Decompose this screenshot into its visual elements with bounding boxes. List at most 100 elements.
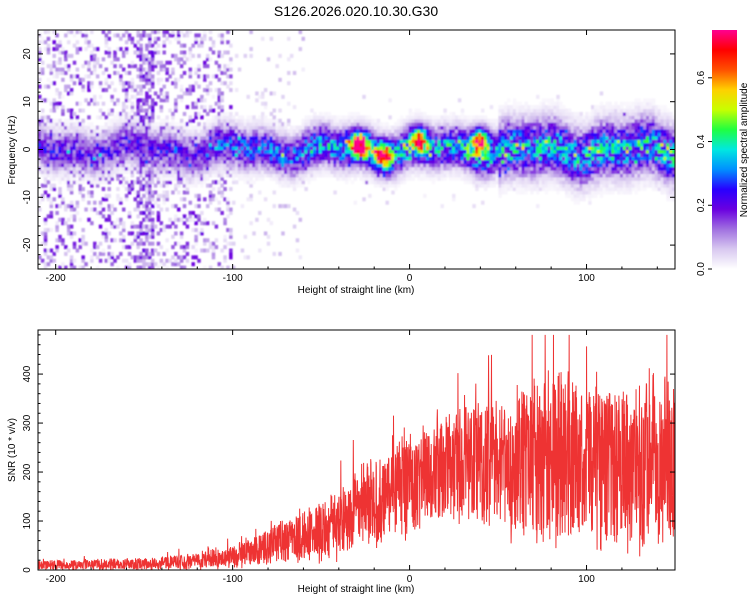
spectrogram-cell [40,132,45,137]
spectrogram-cell [119,231,123,236]
spectrogram-cell [266,241,271,246]
spectrogram-cell [463,180,468,185]
spectrogram-cell [356,149,360,154]
spectrogram-cell [570,132,575,137]
spectrogram-cell [197,125,201,130]
spectrogram-cell [353,156,358,161]
spectrogram-cell [229,169,233,174]
spectrogram-cell [437,176,442,181]
spectrogram-cell [104,146,109,151]
spectrogram-cell [162,64,166,69]
spectrogram-cell [313,159,317,164]
spectrogram-cell [512,98,517,103]
spectrogram-cell [232,176,236,181]
spectrogram-cell [142,173,146,178]
spectrogram-cell [38,77,42,82]
spectrogram-cell [234,111,239,116]
spectrogram-cell [405,163,410,168]
spectrogram-cell [547,135,552,140]
spectrogram-cell [203,149,207,154]
spectrogram-cell [423,122,427,127]
spectrogram-cell [460,108,465,113]
spectrogram-cell [266,125,271,130]
spectrogram-cell [84,132,88,137]
spectrogram-cell [402,163,407,168]
spectrogram-cell [185,159,190,164]
spectrogram-cell [567,149,572,154]
spectrogram-cell [359,159,363,164]
spectrogram-cell [226,156,230,161]
spectrogram-cell [203,77,207,82]
spectrogram-cell [249,53,253,58]
spectrogram-cell [69,132,74,137]
spectrogram-cell [318,139,323,144]
spectrogram-cell [84,74,88,79]
spectrogram-cell [234,139,239,144]
spectrogram-cell [411,159,416,164]
spectrogram-cell [72,146,77,151]
spectrogram-cell [350,149,355,154]
spectrogram-cell [515,122,520,127]
spectrogram-cell [376,122,381,127]
spectrogram-cell [119,132,123,137]
spectrogram-cell [559,176,563,181]
spectrogram-cell [52,60,56,65]
spectrogram-cell [165,122,169,127]
spectrogram-cell [564,163,569,168]
spectrogram-cell [443,176,447,181]
spectrogram-cell [136,53,140,58]
spectrogram-cell [249,152,253,157]
spectrogram-cell [483,156,488,161]
spectrogram-cell [411,163,416,168]
spectrogram-cell [446,125,450,130]
spectrogram-cell [90,98,94,103]
spectrogram-cell [434,132,439,137]
spectrogram-cell [142,241,146,246]
spectrogram-cell [139,231,143,236]
spectrogram-cell [52,258,56,263]
spectrogram-cell [110,146,114,151]
spectrogram-cell [81,241,85,246]
spectrogram-cell [301,176,305,181]
spectrogram-cell [61,94,65,99]
spectrogram-cell [564,169,569,174]
spectrogram-cell [541,139,546,144]
spectrogram-cell [397,132,401,137]
spectrogram-cell [463,163,468,168]
spectrogram-cell [478,156,482,161]
spectrogram-cell [394,139,398,144]
spectrogram-cell [49,255,54,260]
spectrogram-cell [530,108,534,113]
spectrogram-cell [150,115,155,120]
spectrogram-cell [573,187,578,192]
spectrogram-cell [229,43,233,48]
spectrogram-cell [81,156,85,161]
spectrogram-cell [315,152,320,157]
spectrogram-cell [43,265,48,269]
spectrogram-cell [368,129,372,134]
spectrogram-cell [394,146,398,151]
spectrogram-cell [110,251,114,256]
spectrogram-cell [165,125,169,130]
spectrogram-cell [130,152,135,157]
spectrogram-cell [61,111,65,116]
spectrogram-cell [214,101,219,106]
spectrogram-cell [466,132,471,137]
spectrogram-cell [399,125,404,130]
spectrogram-cell [559,169,563,174]
spectrogram-cell [553,146,557,151]
spectrogram-cell [93,159,97,164]
spectrogram-cell [370,180,375,185]
spectrogram-cell [87,190,91,195]
spectrogram-cell [504,190,508,195]
spectrogram-cell [107,204,111,209]
spectrogram-cell [263,231,268,236]
spectrogram-cell [284,135,288,140]
spectrogram-cell [66,180,71,185]
spectrogram-cell [339,152,343,157]
spectrogram-cell [58,146,62,151]
spectrogram-cell [84,176,88,181]
spectrogram-cell [203,217,207,222]
spectrogram-cell [220,156,224,161]
spectrogram-cell [55,43,59,48]
